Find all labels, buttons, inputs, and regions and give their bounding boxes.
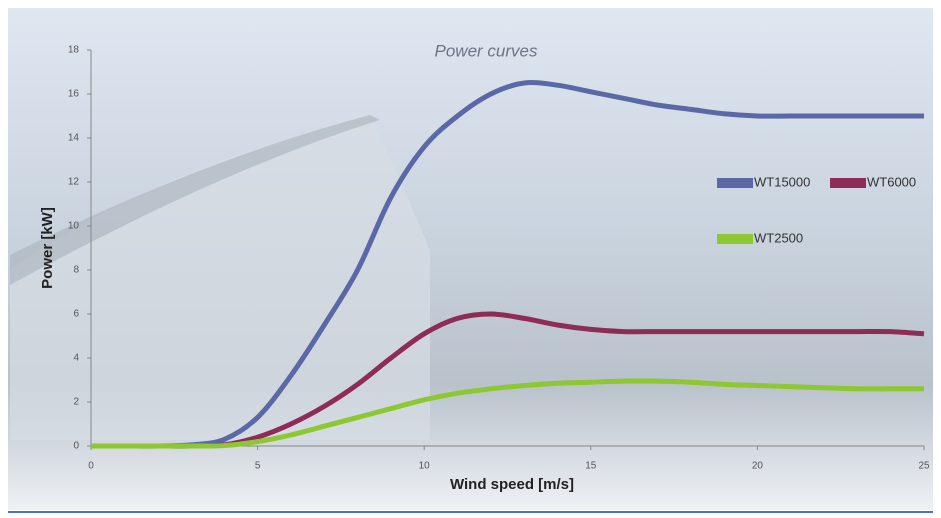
x-axis-label: Wind speed [m/s]: [450, 476, 574, 493]
y-tick-label: 18: [68, 45, 80, 56]
legend-swatch: [717, 178, 753, 188]
legend-label: WT6000: [867, 174, 916, 189]
chart-title: Power curves: [435, 41, 538, 60]
roof: [10, 115, 380, 285]
x-tick-label: 5: [255, 461, 261, 472]
y-tick-label: 2: [73, 397, 79, 408]
series-line: [90, 80, 924, 449]
x-tick-label: 25: [918, 461, 930, 472]
series-line: [90, 378, 924, 449]
x-tick-label: 10: [419, 461, 431, 472]
x-tick-label: 0: [88, 461, 94, 472]
y-axis-label: Power [kW]: [39, 207, 56, 289]
y-tick-label: 10: [68, 221, 80, 232]
legend-swatch: [830, 178, 866, 188]
y-tick-label: 16: [68, 89, 80, 100]
y-tick-label: 6: [73, 309, 79, 320]
y-tick-label: 4: [73, 353, 79, 364]
y-tick-label: 14: [68, 133, 80, 144]
y-tick-label: 12: [68, 177, 80, 188]
x-tick-label: 20: [752, 461, 764, 472]
y-tick-label: 0: [73, 441, 79, 452]
y-tick-label: 8: [73, 265, 79, 276]
building: [10, 115, 430, 440]
x-tick-label: 15: [585, 461, 597, 472]
legend-label: WT2500: [754, 230, 803, 245]
legend-label: WT15000: [754, 174, 810, 189]
legend-swatch: [717, 234, 753, 244]
